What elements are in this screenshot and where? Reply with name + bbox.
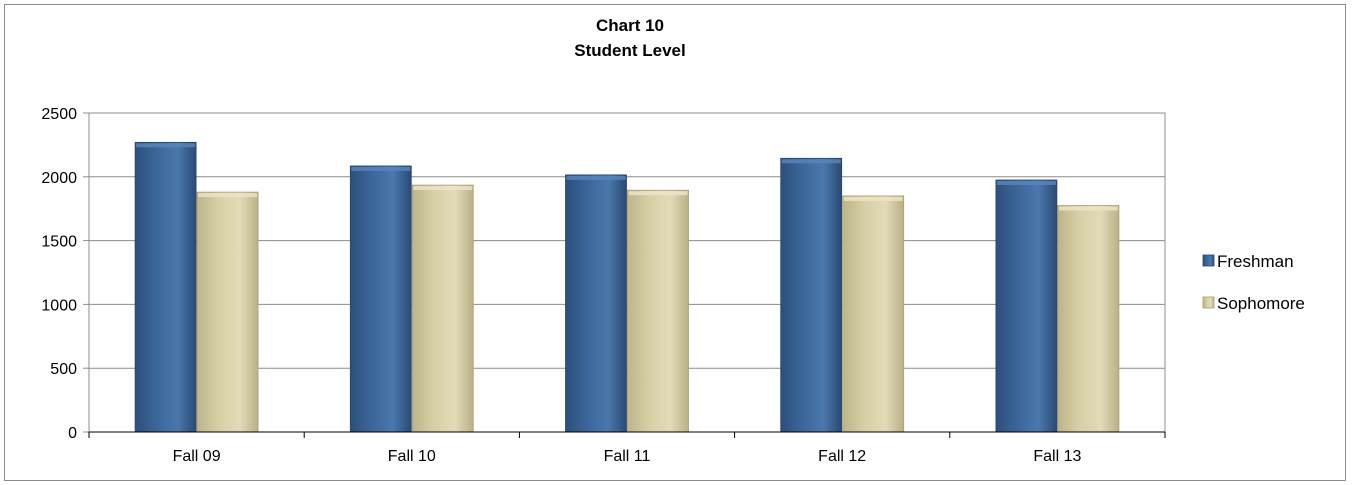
- y-tick-label: 1000: [41, 297, 77, 314]
- bar-chart: Chart 10 Student Level 0 500 1000 1500 2000 2…: [41, 16, 1305, 465]
- y-tick-label: 2500: [41, 106, 77, 123]
- legend-label-freshman: Freshman: [1217, 252, 1294, 271]
- y-tick-label: 2000: [41, 170, 77, 187]
- bar-highlight: [781, 159, 841, 164]
- bar-freshman-fall-11: [565, 174, 627, 433]
- bar-highlight: [136, 143, 196, 148]
- chart-title: Chart 10: [596, 16, 664, 35]
- bar-sophomore-fall-13: [1057, 205, 1120, 433]
- bar-freshman-fall-09: [134, 141, 197, 433]
- bar-highlight: [843, 196, 903, 201]
- legend-label-sophomore: Sophomore: [1217, 294, 1305, 313]
- y-tick-label: 0: [68, 425, 77, 442]
- bar-sophomore-fall-10: [411, 184, 474, 433]
- axes: 0 500 1000 1500 2000 2500 Fall 09 Fall 10 Fall 1…: [41, 106, 1166, 465]
- chart-subtitle: Student Level: [574, 41, 685, 60]
- x-tick-label: Fall 09: [173, 448, 221, 465]
- legend: Freshman Sophomore: [1202, 252, 1305, 313]
- chart-frame: Chart 10 Student Level 0 500 1000 1500 2000 2…: [4, 4, 1346, 481]
- x-tick-label: Fall 11: [604, 448, 651, 465]
- bar-freshman-fall-13: [995, 179, 1058, 433]
- bar-highlight: [351, 166, 411, 171]
- bar-highlight: [996, 180, 1056, 185]
- bar-highlight: [628, 191, 688, 196]
- bar-highlight: [198, 193, 258, 198]
- bar-sophomore-fall-11: [627, 189, 689, 433]
- bar-highlight: [566, 175, 626, 180]
- bar-sophomore-fall-12: [842, 195, 905, 433]
- x-tick-label: Fall 13: [1033, 448, 1081, 465]
- bars: [134, 141, 1120, 433]
- x-tick-label: Fall 12: [818, 448, 866, 465]
- bar-highlight: [1058, 206, 1118, 211]
- bar-sophomore-fall-09: [196, 191, 259, 433]
- legend-swatch-sophomore: [1202, 296, 1215, 309]
- bar-freshman-fall-10: [349, 165, 412, 433]
- x-tick-label: Fall 10: [388, 448, 436, 465]
- y-tick-label: 500: [50, 361, 77, 378]
- y-tick-label: 1500: [41, 234, 77, 251]
- legend-swatch-freshman: [1202, 254, 1215, 267]
- bar-freshman-fall-12: [780, 157, 843, 433]
- bar-highlight: [413, 186, 473, 191]
